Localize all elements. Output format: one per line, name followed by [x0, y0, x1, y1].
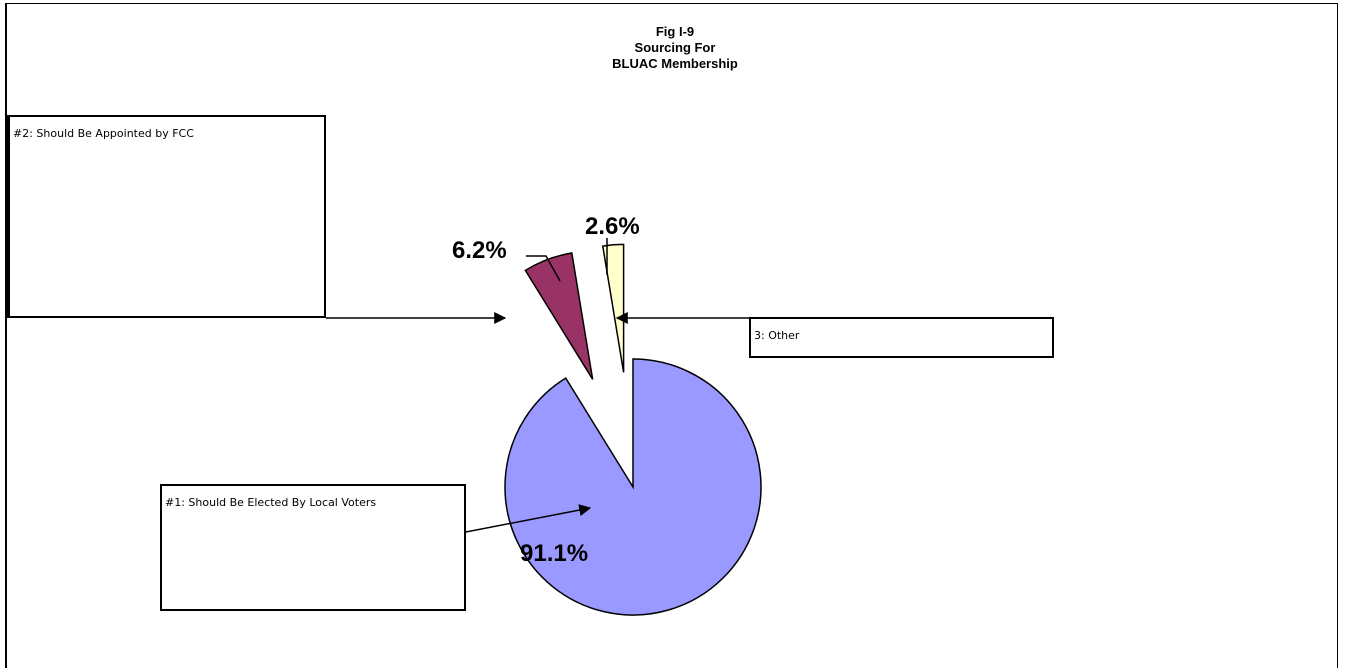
data-label-6-2: 6.2%	[452, 237, 507, 264]
callout-other: 3: Other	[749, 317, 1054, 358]
data-label-91-1: 91.1%	[520, 540, 588, 567]
chart-title: Fig I-9 Sourcing For BLUAC Membership	[560, 24, 790, 72]
chart-frame	[5, 3, 1338, 668]
callout-appointed-fcc-label: #2: Should Be Appointed by FCC	[13, 127, 194, 140]
title-line-2: Sourcing For	[634, 40, 716, 55]
callout-elected-label: #1: Should Be Elected By Local Voters	[165, 496, 377, 509]
pie-slice-other	[601, 243, 625, 373]
callout-elected-local-voters: #1: Should Be Elected By Local Voters	[160, 484, 466, 611]
callout-other-label: 3: Other	[754, 329, 800, 342]
pie-slice-appointed-fcc	[524, 252, 594, 380]
pie-slice-elected-local-voters	[504, 358, 762, 616]
title-line-3: BLUAC Membership	[612, 56, 738, 71]
callout-appointed-fcc: #2: Should Be Appointed by FCC	[6, 115, 326, 318]
title-line-1: Fig I-9	[655, 24, 695, 39]
leader-line-6-2	[526, 255, 561, 282]
data-label-2-6: 2.6%	[585, 213, 640, 240]
